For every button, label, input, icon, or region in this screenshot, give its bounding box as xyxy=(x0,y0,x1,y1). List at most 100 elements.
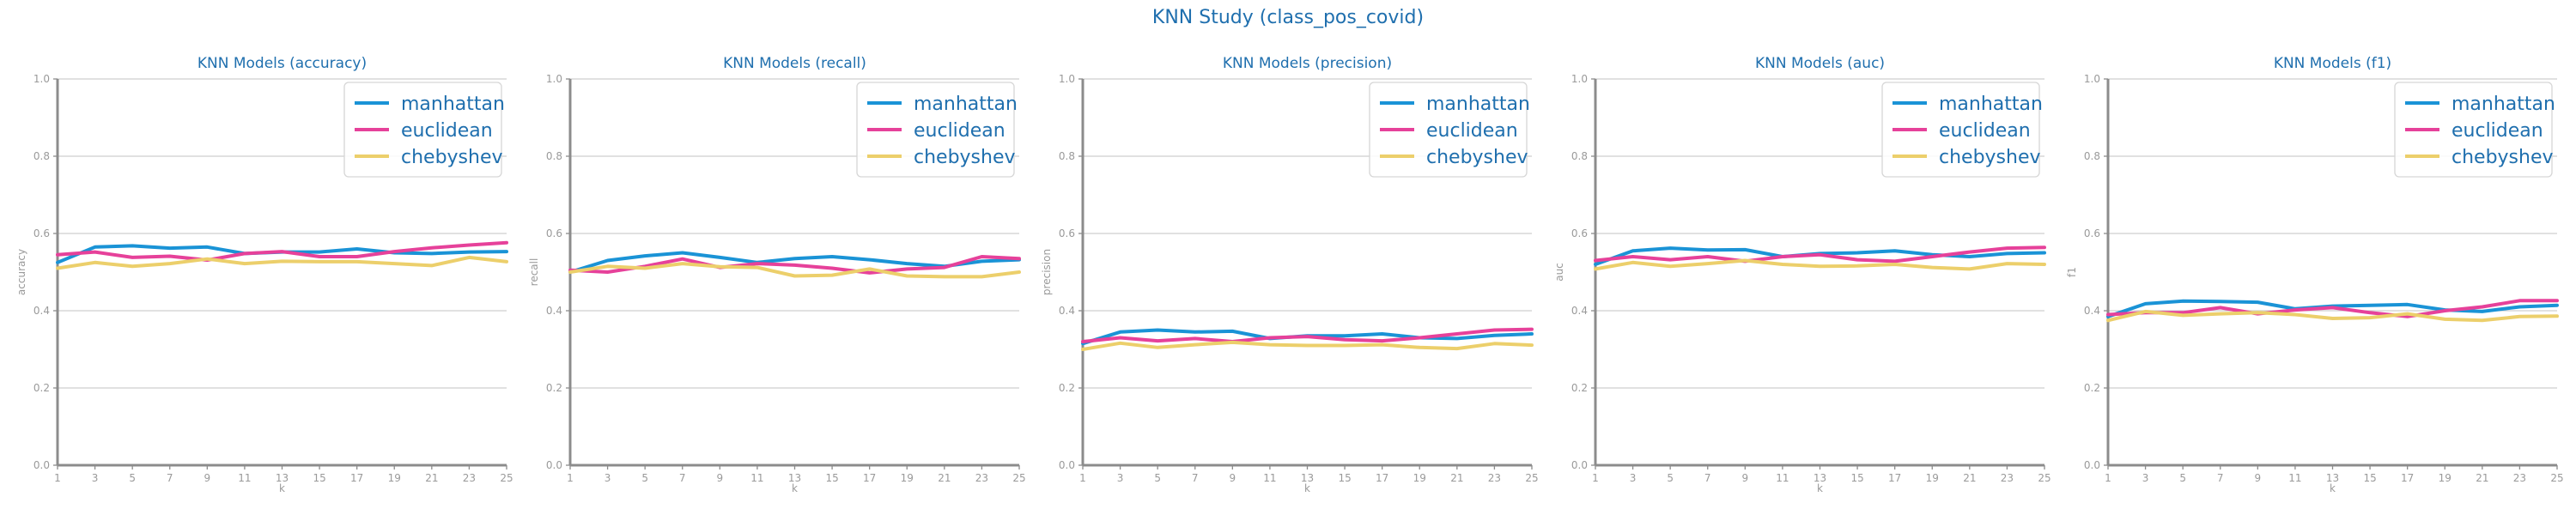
x-tick-label: 7 xyxy=(1192,472,1199,484)
legend-label-euclidean: euclidean xyxy=(914,120,1005,142)
legend-label-manhattan: manhattan xyxy=(1426,94,1530,115)
x-axis-label: k xyxy=(1304,482,1310,494)
x-tick-label: 25 xyxy=(2038,472,2050,484)
legend-label-manhattan: manhattan xyxy=(2451,94,2555,115)
chart-panel: KNN Models (f1)0.00.20.40.60.81.01 3 5 7 9 11… xyxy=(2066,55,2564,494)
y-tick-label: 0.0 xyxy=(546,459,562,471)
y-tick-label: 1.0 xyxy=(546,73,562,85)
x-tick-label: 11 xyxy=(2288,472,2301,484)
y-tick-label: 0.8 xyxy=(1571,150,1588,162)
x-tick-label: 1 xyxy=(54,472,61,484)
x-axis-label: k xyxy=(2330,482,2336,494)
x-tick-label: 15 xyxy=(2363,472,2376,484)
legend-label-chebyshev: chebyshev xyxy=(1426,147,1528,168)
x-tick-label: 17 xyxy=(2401,472,2414,484)
x-axis-label: k xyxy=(792,482,798,494)
x-tick-label: 9 xyxy=(1742,472,1749,484)
chart-panel: KNN Models (recall)0.00.20.40.60.81.01 3 5… xyxy=(528,55,1026,494)
chart-title: KNN Models (recall) xyxy=(723,55,866,72)
x-tick-label: 3 xyxy=(1117,472,1124,484)
x-tick-label: 17 xyxy=(1376,472,1388,484)
y-axis-label: recall xyxy=(528,258,540,287)
legend-label-euclidean: euclidean xyxy=(1426,120,1518,142)
x-tick-label: 9 xyxy=(204,472,211,484)
x-tick-label: 23 xyxy=(463,472,476,484)
y-tick-label: 0.4 xyxy=(1571,305,1588,317)
series-line-chebyshev xyxy=(1083,342,1532,349)
series-line-chebyshev xyxy=(1595,261,2044,270)
y-tick-label: 0.0 xyxy=(2084,459,2100,471)
y-tick-label: 0.6 xyxy=(33,227,50,239)
x-tick-label: 7 xyxy=(167,472,173,484)
chart-title: KNN Models (precision) xyxy=(1223,55,1392,72)
x-tick-label: 11 xyxy=(238,472,251,484)
x-tick-label: 19 xyxy=(388,472,401,484)
y-tick-label: 0.6 xyxy=(546,227,562,239)
x-tick-label: 3 xyxy=(92,472,99,484)
x-tick-label: 17 xyxy=(863,472,876,484)
x-tick-label: 19 xyxy=(2439,472,2451,484)
y-tick-label: 0.2 xyxy=(1571,382,1588,394)
x-tick-label: 21 xyxy=(425,472,438,484)
legend-label-chebyshev: chebyshev xyxy=(2451,147,2554,168)
x-tick-label: 1 xyxy=(1079,472,1086,484)
y-tick-label: 0.6 xyxy=(1059,227,1075,239)
y-tick-label: 0.2 xyxy=(546,382,562,394)
x-tick-label: 23 xyxy=(2513,472,2526,484)
x-tick-label: 21 xyxy=(1963,472,1976,484)
x-tick-label: 5 xyxy=(641,472,648,484)
x-tick-label: 3 xyxy=(1630,472,1637,484)
x-axis-label: k xyxy=(1817,482,1823,494)
chart-title: KNN Models (f1) xyxy=(2274,55,2391,72)
y-tick-label: 1.0 xyxy=(1059,73,1075,85)
y-tick-label: 1.0 xyxy=(2084,73,2100,85)
legend-label-chebyshev: chebyshev xyxy=(914,147,1016,168)
x-tick-label: 25 xyxy=(2550,472,2563,484)
chart-title: KNN Models (auc) xyxy=(1755,55,1885,72)
y-tick-label: 0.2 xyxy=(33,382,50,394)
x-tick-label: 23 xyxy=(2001,472,2014,484)
chart-panel: KNN Models (auc)0.00.20.40.60.81.01 3 5 7 9 1… xyxy=(1553,55,2051,494)
x-tick-label: 1 xyxy=(567,472,574,484)
x-tick-label: 15 xyxy=(313,472,325,484)
y-tick-label: 0.6 xyxy=(1571,227,1588,239)
legend-label-euclidean: euclidean xyxy=(401,120,493,142)
legend-label-chebyshev: chebyshev xyxy=(1939,147,2041,168)
chart-panel: KNN Models (precision) 0.0 0.2 0.4 0.6 0.8 1.0… xyxy=(1041,55,1539,494)
y-tick-label: 0.0 xyxy=(1571,459,1588,471)
y-axis-label: auc xyxy=(1553,263,1565,282)
y-tick-label: 0.4 xyxy=(33,305,50,317)
y-axis-label: f1 xyxy=(2066,267,2078,277)
y-tick-label: 0.8 xyxy=(2084,150,2100,162)
y-tick-label: 1.0 xyxy=(1571,73,1588,85)
y-tick-label: 0.2 xyxy=(2084,382,2100,394)
chart-title: KNN Models (accuracy) xyxy=(197,55,367,72)
x-tick-label: 15 xyxy=(1338,472,1351,484)
y-tick-label: 0.8 xyxy=(33,150,50,162)
y-tick-label: 0.4 xyxy=(546,305,562,317)
x-tick-label: 15 xyxy=(1850,472,1863,484)
x-tick-label: 19 xyxy=(1413,472,1426,484)
x-tick-label: 25 xyxy=(1525,472,1538,484)
legend-label-euclidean: euclidean xyxy=(1939,120,2031,142)
x-tick-label: 9 xyxy=(1230,472,1236,484)
x-tick-label: 25 xyxy=(1012,472,1025,484)
x-tick-label: 21 xyxy=(2476,472,2488,484)
x-tick-label: 25 xyxy=(500,472,513,484)
y-tick-label: 0.2 xyxy=(1059,382,1075,394)
y-tick-label: 0.4 xyxy=(1059,305,1075,317)
x-tick-label: 17 xyxy=(1888,472,1901,484)
x-tick-label: 5 xyxy=(1667,472,1674,484)
x-tick-label: 1 xyxy=(1592,472,1599,484)
x-tick-label: 3 xyxy=(605,472,611,484)
x-tick-label: 11 xyxy=(1776,472,1789,484)
legend-label-manhattan: manhattan xyxy=(401,94,505,115)
y-axis-label: accuracy xyxy=(15,249,27,295)
x-tick-label: 15 xyxy=(825,472,838,484)
x-tick-label: 11 xyxy=(750,472,763,484)
x-tick-label: 7 xyxy=(2217,472,2224,484)
x-tick-label: 5 xyxy=(2179,472,2186,484)
legend-label-manhattan: manhattan xyxy=(1939,94,2043,115)
x-tick-label: 17 xyxy=(350,472,363,484)
